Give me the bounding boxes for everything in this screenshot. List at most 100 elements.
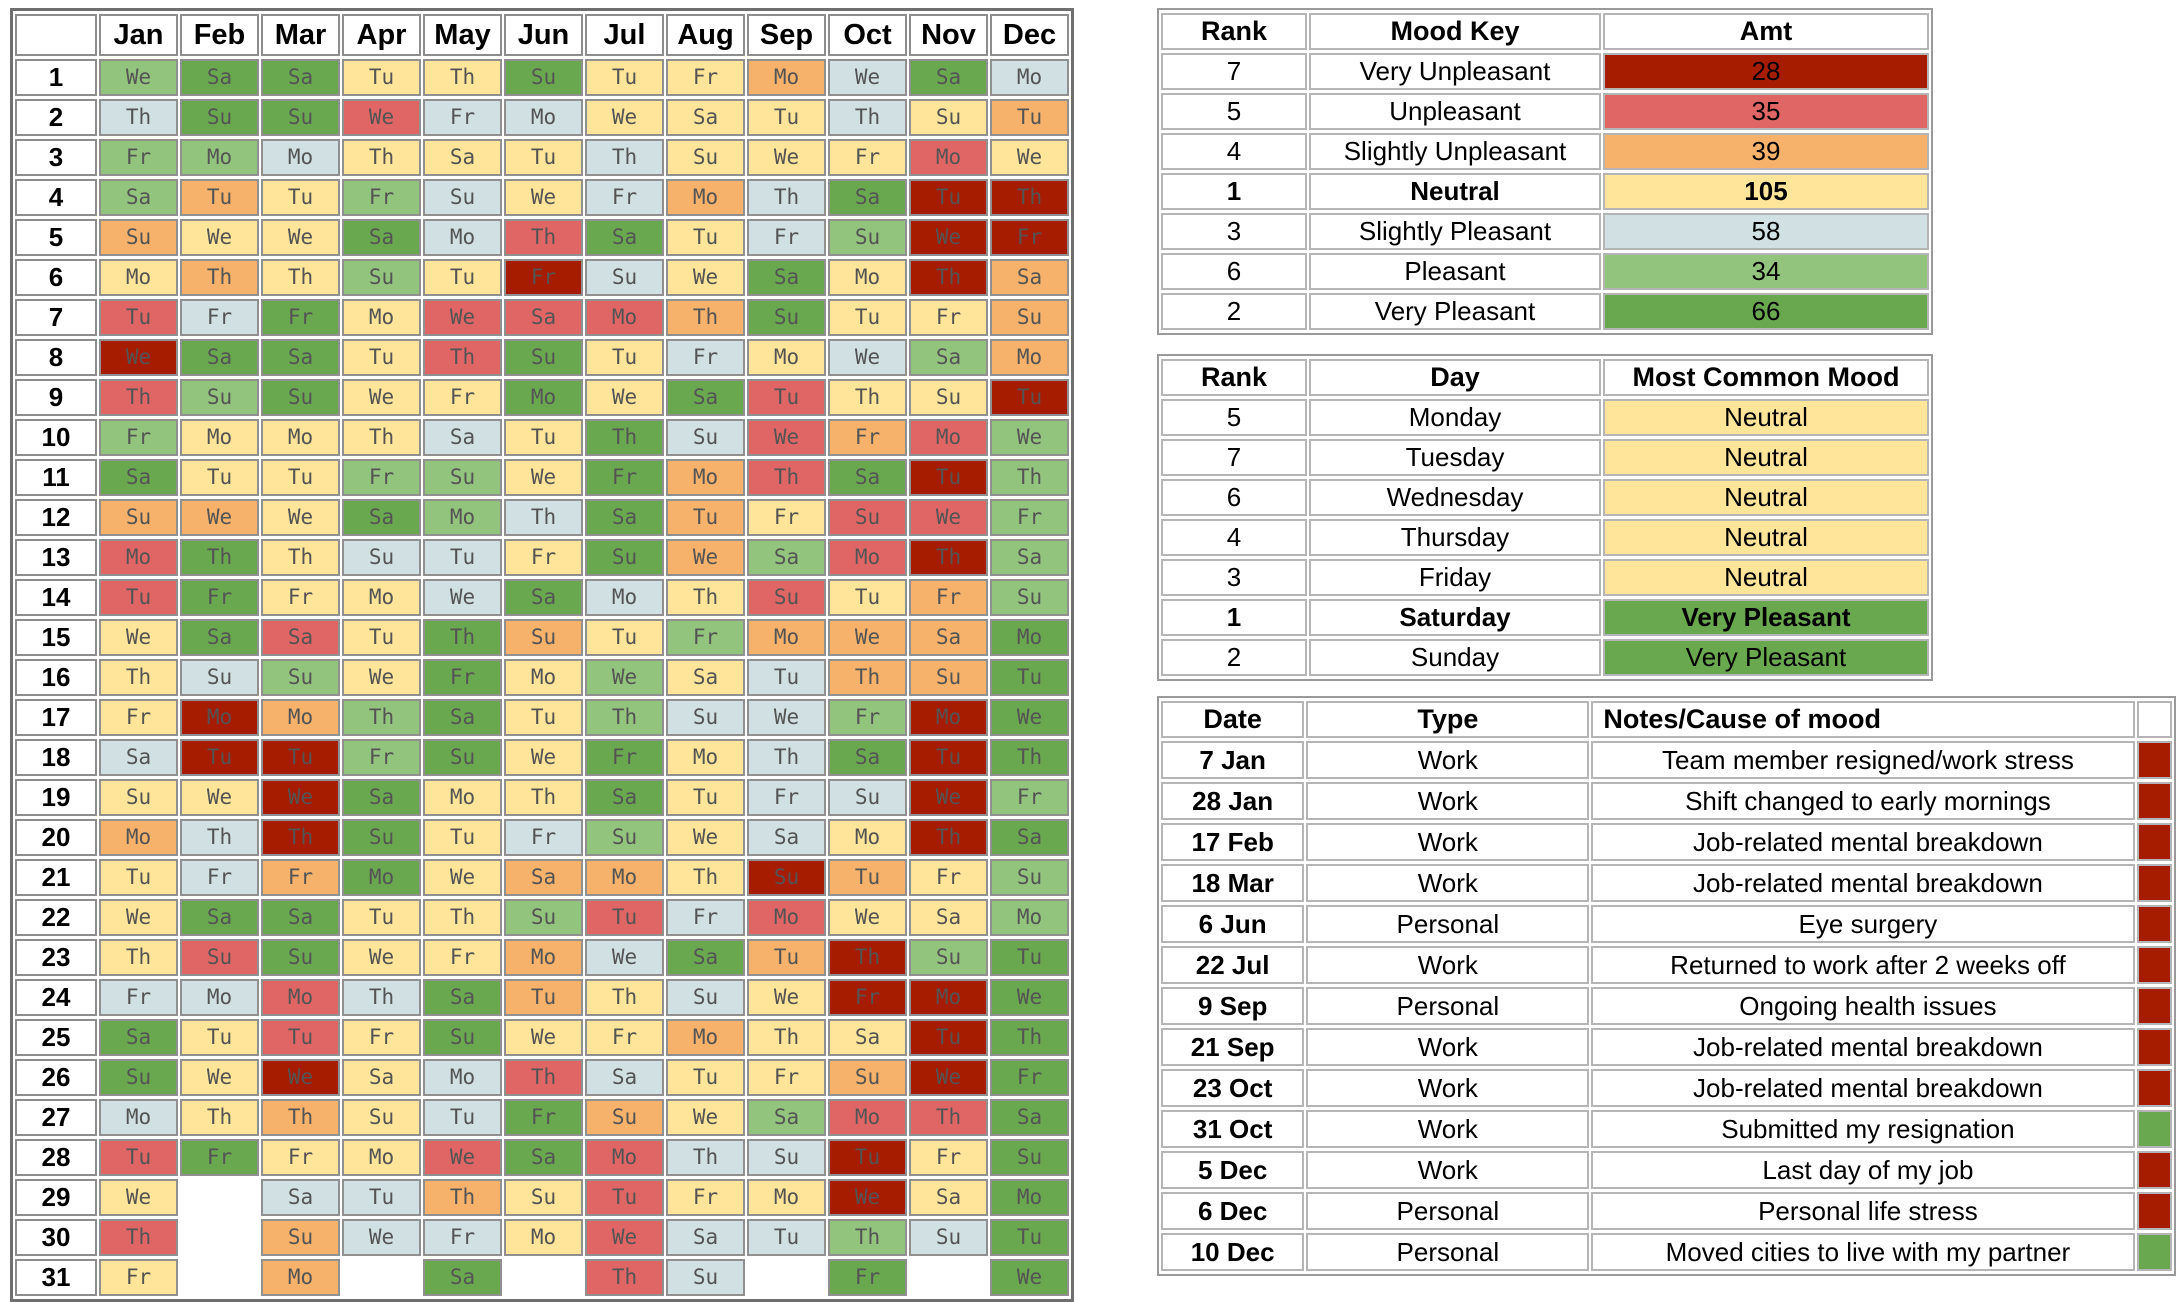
- mood-cell-apr-5: Sa: [342, 219, 421, 256]
- notes-swatch: [2137, 1028, 2172, 1066]
- mood-cell-may-27: Tu: [423, 1099, 502, 1136]
- mood-key-header-2: Amt: [1603, 13, 1929, 50]
- month-header-aug: Aug: [666, 14, 745, 56]
- calendar-row-28: 28 Tu Fr Fr Mo We Sa Mo Th Su Tu Fr Su: [15, 1139, 1069, 1176]
- mood-cell-jul-13: Su: [585, 539, 664, 576]
- mood-cell-jul-11: Fr: [585, 459, 664, 496]
- mood-cell-apr-11: Fr: [342, 459, 421, 496]
- mood-cell-jan-11: Sa: [99, 459, 178, 496]
- month-header-apr: Apr: [342, 14, 421, 56]
- calendar-row-26: 26 Su We We Sa Mo Th Sa Tu Fr Su We Fr: [15, 1059, 1069, 1096]
- mood-cell-dec-16: Tu: [990, 659, 1069, 696]
- day-rank-mood: Very Pleasant: [1603, 599, 1929, 636]
- mood-cell-sep-6: Sa: [747, 259, 826, 296]
- day-number: 21: [15, 859, 97, 896]
- day-rank-mood: Neutral: [1603, 399, 1929, 436]
- mood-cell-mar-11: Tu: [261, 459, 340, 496]
- mood-cell-apr-27: Su: [342, 1099, 421, 1136]
- mood-cell-mar-13: Th: [261, 539, 340, 576]
- mood-cell-aug-31: Su: [666, 1259, 745, 1296]
- mood-cell-apr-19: Sa: [342, 779, 421, 816]
- mood-cell-sep-28: Su: [747, 1139, 826, 1176]
- mood-cell-jun-1: Su: [504, 59, 583, 96]
- mood-cell-apr-24: Th: [342, 979, 421, 1016]
- notes-date: 23 Oct: [1161, 1069, 1305, 1107]
- mood-cell-may-4: Su: [423, 179, 502, 216]
- mood-cell-may-15: Th: [423, 619, 502, 656]
- mood-cell-dec-24: We: [990, 979, 1069, 1016]
- mood-key-row: 1 Neutral 105: [1161, 173, 1929, 210]
- mood-cell-may-18: Su: [423, 739, 502, 776]
- mood-cell-nov-18: Tu: [909, 739, 988, 776]
- notes-kind: Work: [1306, 741, 1590, 779]
- calendar-row-30: 30 Th Su We Fr Mo We Sa Tu Th Su Tu: [15, 1219, 1069, 1256]
- mood-cell-jun-30: Mo: [504, 1219, 583, 1256]
- mood-cell-jul-3: Th: [585, 139, 664, 176]
- notes-header-row: Date Type Notes/Cause of mood: [1161, 701, 2172, 738]
- mood-cell-jun-6: Fr: [504, 259, 583, 296]
- mood-cell-jul-24: Th: [585, 979, 664, 1016]
- mood-cell-jan-12: Su: [99, 499, 178, 536]
- mood-cell-jan-7: Tu: [99, 299, 178, 336]
- day-rank-rank: 7: [1161, 439, 1307, 476]
- mood-cell-nov-28: Fr: [909, 1139, 988, 1176]
- day-rank-mood: Neutral: [1603, 479, 1929, 516]
- mood-cell-dec-15: Mo: [990, 619, 1069, 656]
- mood-cell-aug-1: Fr: [666, 59, 745, 96]
- notes-date: 6 Jun: [1161, 905, 1305, 943]
- mood-cell-jan-9: Th: [99, 379, 178, 416]
- mood-cell-sep-30: Tu: [747, 1219, 826, 1256]
- mood-cell-mar-1: Sa: [261, 59, 340, 96]
- month-header-jul: Jul: [585, 14, 664, 56]
- mood-cell-mar-6: Th: [261, 259, 340, 296]
- mood-cell-oct-10: Fr: [828, 419, 907, 456]
- mood-cell-apr-2: We: [342, 99, 421, 136]
- mood-cell-apr-26: Sa: [342, 1059, 421, 1096]
- mood-cell-sep-14: Su: [747, 579, 826, 616]
- mood-cell-nov-26: We: [909, 1059, 988, 1096]
- mood-cell-oct-22: We: [828, 899, 907, 936]
- mood-cell-may-31: Sa: [423, 1259, 502, 1296]
- mood-cell-mar-27: Th: [261, 1099, 340, 1136]
- mood-cell-mar-12: We: [261, 499, 340, 536]
- mood-cell-nov-30: Su: [909, 1219, 988, 1256]
- mood-cell-sep-15: Mo: [747, 619, 826, 656]
- day-rank-rank: 5: [1161, 399, 1307, 436]
- mood-cell-mar-4: Tu: [261, 179, 340, 216]
- day-number: 13: [15, 539, 97, 576]
- notes-note: Job-related mental breakdown: [1591, 823, 2136, 861]
- mood-cell-feb-3: Mo: [180, 139, 259, 176]
- day-number: 10: [15, 419, 97, 456]
- mood-cell-dec-18: Th: [990, 739, 1069, 776]
- mood-cell-aug-8: Fr: [666, 339, 745, 376]
- notes-kind: Work: [1306, 864, 1590, 902]
- mood-cell-aug-2: Sa: [666, 99, 745, 136]
- mood-cell-jul-27: Su: [585, 1099, 664, 1136]
- calendar-body: 1 We Sa Sa Tu Th Su Tu Fr Mo We Sa Mo 2 Th Su Su We Fr Mo We…: [15, 59, 1069, 1296]
- mood-cell-mar-18: Tu: [261, 739, 340, 776]
- notes-swatch: [2137, 782, 2172, 820]
- calendar-row-10: 10 Fr Mo Mo Th Sa Tu Th Su We Fr Mo We: [15, 419, 1069, 456]
- calendar-row-6: 6 Mo Th Th Su Tu Fr Su We Sa Mo Th Sa: [15, 259, 1069, 296]
- mood-cell-apr-4: Fr: [342, 179, 421, 216]
- mood-cell-aug-16: Sa: [666, 659, 745, 696]
- day-rank-header-1: Day: [1309, 359, 1601, 396]
- mood-cell-feb-12: We: [180, 499, 259, 536]
- notes-kind: Personal: [1306, 1192, 1590, 1230]
- mood-cell-nov-12: We: [909, 499, 988, 536]
- mood-cell-nov-21: Fr: [909, 859, 988, 896]
- mood-cell-oct-25: Sa: [828, 1019, 907, 1056]
- day-number: 12: [15, 499, 97, 536]
- day-rank-row: 6 Wednesday Neutral: [1161, 479, 1929, 516]
- mood-cell-oct-11: Sa: [828, 459, 907, 496]
- day-number: 25: [15, 1019, 97, 1056]
- mood-cell-mar-3: Mo: [261, 139, 340, 176]
- mood-cell-dec-2: Tu: [990, 99, 1069, 136]
- mood-cell-may-5: Mo: [423, 219, 502, 256]
- notes-row: 5 Dec Work Last day of my job: [1161, 1151, 2172, 1189]
- mood-cell-feb-8: Sa: [180, 339, 259, 376]
- mood-cell-dec-21: Su: [990, 859, 1069, 896]
- mood-cell-jul-21: Mo: [585, 859, 664, 896]
- mood-cell-jun-16: Mo: [504, 659, 583, 696]
- notes-header-0: Date: [1161, 701, 1305, 738]
